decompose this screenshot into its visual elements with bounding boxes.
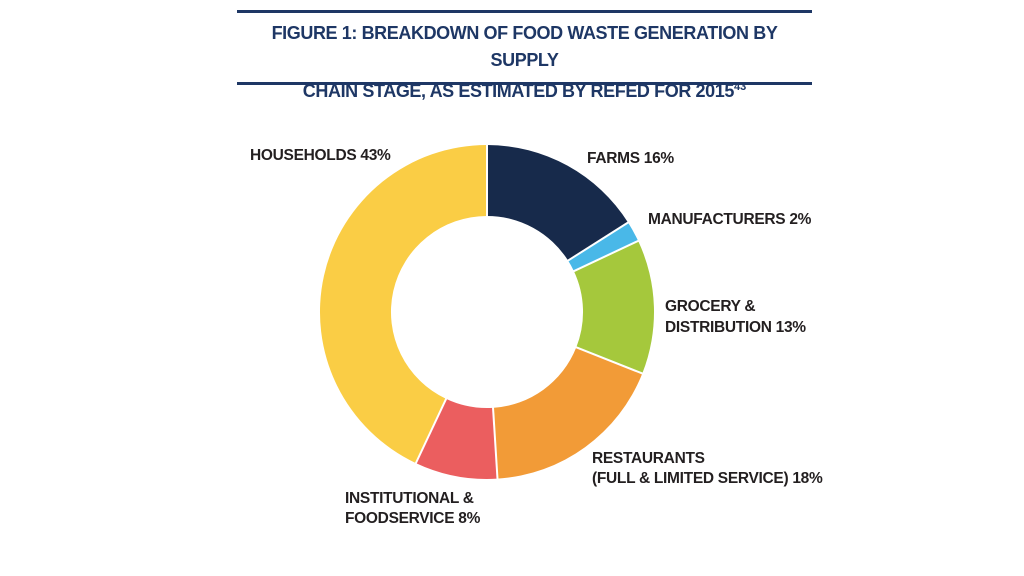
segment-households: [319, 145, 487, 464]
figure-title-line1: FIGURE 1: BREAKDOWN OF FOOD WASTE GENERA…: [271, 23, 778, 70]
figure-title: FIGURE 1: BREAKDOWN OF FOOD WASTE GENERA…: [237, 20, 812, 105]
label-households-line1: HOUSEHOLDS 43%: [250, 147, 391, 164]
label-restaurants-line2: (FULL & LIMITED SERVICE) 18%: [592, 470, 823, 487]
label-manufacturers-line1: MANUFACTURERS 2%: [648, 211, 812, 228]
donut-chart-area: [317, 142, 657, 482]
segment-separator: [574, 346, 644, 375]
segment-restaurants-full-limited-service: [493, 347, 643, 479]
label-grocery-line1: GROCERY &: [665, 298, 756, 315]
segment-farms: [487, 145, 628, 261]
donut-chart: [319, 144, 655, 480]
label-institutional-line1: INSTITUTIONAL &: [345, 490, 474, 507]
title-rule-top: [237, 10, 812, 13]
label-farms: FARMS 16%: [587, 149, 674, 169]
segment-manufacturers: [568, 222, 639, 272]
label-manufacturers: MANUFACTURERS 2%: [648, 210, 811, 230]
figure-title-line2-text: CHAIN STAGE, AS ESTIMATED BY REFED FOR 2…: [302, 81, 735, 101]
label-grocery-distribution: GROCERY & DISTRIBUTION 13%: [665, 296, 806, 338]
figure-title-line2: CHAIN STAGE, AS ESTIMATED BY REFED FOR 2…: [237, 74, 812, 105]
segment-separator: [566, 221, 630, 262]
segment-separator: [414, 397, 448, 465]
segment-separator: [572, 239, 640, 273]
title-rule-bottom: [237, 82, 812, 85]
label-households: HOUSEHOLDS 43%: [250, 146, 391, 166]
segment-grocery-distribution: [573, 240, 655, 374]
label-restaurants: RESTAURANTS (FULL & LIMITED SERVICE) 18%: [592, 449, 823, 489]
segment-separator: [491, 406, 499, 480]
label-institutional-line2: FOODSERVICE 8%: [345, 510, 481, 527]
label-grocery-line2: DISTRIBUTION 13%: [665, 319, 806, 336]
label-farms-line1: FARMS 16%: [587, 150, 674, 167]
segment-institutional-foodservice: [415, 398, 498, 480]
label-institutional-foodservice: INSTITUTIONAL & FOODSERVICE 8%: [345, 489, 480, 529]
label-restaurants-line1: RESTAURANTS: [592, 450, 705, 467]
